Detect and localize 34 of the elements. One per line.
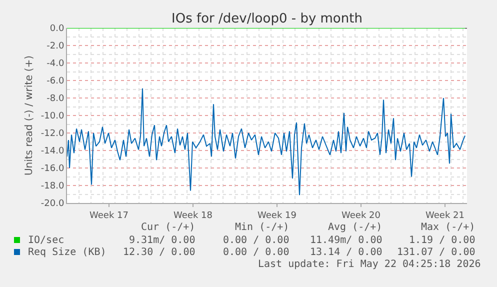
text: 1.19 / 0.00 [409,235,476,246]
text: Min (-/+) [235,222,290,233]
x-tick-label: Week 18 [174,210,213,221]
x-tick-label: Week 21 [426,210,464,221]
text: 0.00 / 0.00 [223,247,290,258]
line-series [67,88,466,196]
text: 12.30 / 0.00 [123,247,196,258]
text: Cur (-/+) [141,222,196,233]
text: 11.49m/ 0.00 [310,235,382,246]
legend-label: IO/sec [28,235,64,246]
x-tick-label: Week 20 [342,210,381,221]
text: Avg (-/+) [328,222,382,233]
y-tick-label: -14.0 [40,146,64,157]
y-tick-label: -16.0 [40,164,64,174]
y-tick-label: -12.0 [40,129,64,140]
x-tick-label: Week 19 [258,210,297,221]
y-tick-label: -6.0 [46,76,64,87]
text: 131.07 / 0.00 [397,247,476,258]
x-tick-label: Week 17 [90,210,128,221]
y-tick-label: -8.0 [46,94,64,104]
chart-title: IOs for /dev/loop0 - by month [172,12,362,27]
text: Max (-/+) [421,222,476,233]
y-tick-label: -18.0 [40,182,64,192]
y-tick-label: -10.0 [40,112,64,122]
y-tick-label: -20.0 [40,199,64,210]
y-axis-title: Units read (-) / write (+) [24,55,35,176]
y-tick-label: -2.0 [46,42,64,52]
text: Last update: Fri May 22 04:25:18 2026 [258,259,481,270]
text: 0.00 / 0.00 [223,235,290,246]
y-tick-label: -4.0 [46,59,64,70]
y-tick-label: 0.0 [50,24,64,34]
legend-label: Req Size (KB) [28,247,106,258]
text: 9.31m/ 0.00 [129,235,196,246]
text: 13.14 / 0.00 [310,247,382,258]
